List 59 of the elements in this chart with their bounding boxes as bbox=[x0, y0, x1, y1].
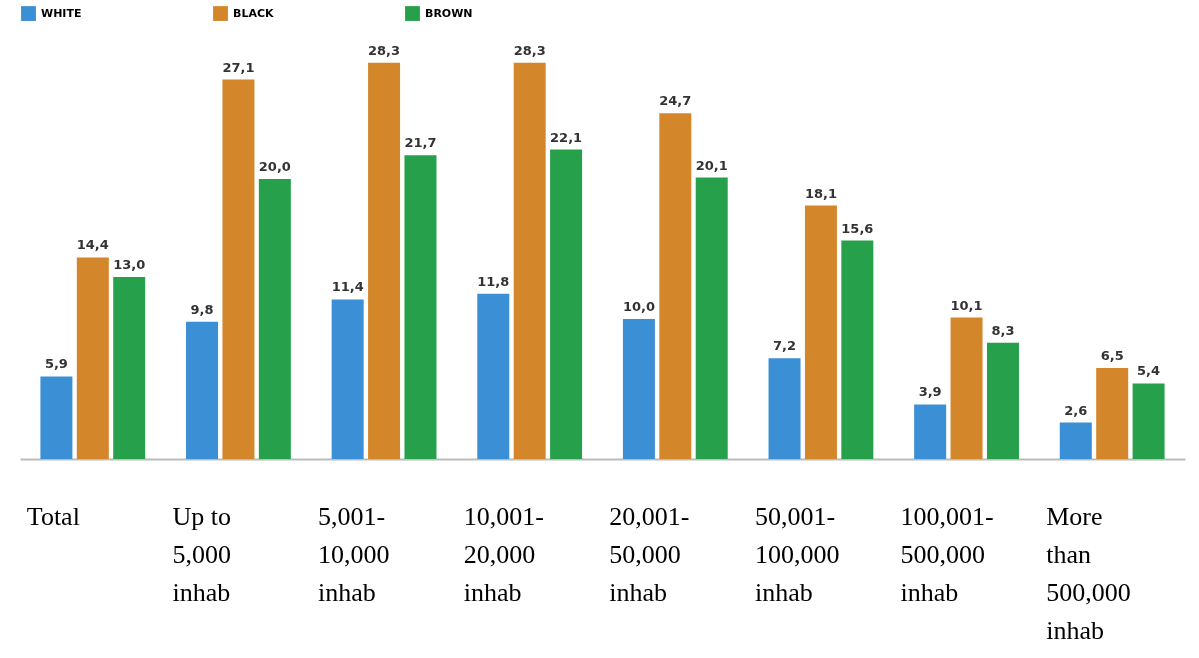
data-label: 20,1 bbox=[695, 157, 728, 173]
bar bbox=[659, 113, 692, 459]
bar bbox=[368, 62, 401, 459]
x-tick-label: 100,001- 500,000 inhab bbox=[900, 501, 994, 607]
data-label: 5,4 bbox=[1137, 363, 1161, 379]
data-label: 15,6 bbox=[841, 220, 874, 236]
bar bbox=[914, 404, 947, 459]
x-tick-label: More than 500,000 inhab bbox=[1046, 501, 1131, 645]
data-label: 28,3 bbox=[368, 42, 401, 58]
data-label: 9,8 bbox=[190, 301, 214, 317]
bar bbox=[768, 358, 801, 459]
x-tick-label: 50,001- 100,000 inhab bbox=[754, 501, 840, 607]
legend-label: BROWN bbox=[425, 6, 473, 20]
x-tick-label: 10,001- 20,000 inhab bbox=[463, 501, 544, 607]
bar bbox=[258, 179, 291, 459]
bar bbox=[40, 376, 73, 459]
data-label: 3,9 bbox=[918, 384, 942, 400]
bar bbox=[550, 149, 583, 459]
data-label: 2,6 bbox=[1064, 402, 1088, 418]
bar bbox=[404, 155, 437, 459]
bar bbox=[1059, 422, 1092, 459]
data-label: 27,1 bbox=[222, 59, 255, 75]
data-label: 24,7 bbox=[659, 93, 692, 109]
data-label: 11,4 bbox=[331, 279, 364, 295]
data-label: 6,5 bbox=[1100, 348, 1124, 363]
bar bbox=[76, 257, 109, 459]
bar bbox=[986, 342, 1019, 459]
legend-label: WHITE bbox=[41, 6, 82, 20]
data-label: 8,3 bbox=[991, 322, 1015, 338]
data-label: 20,0 bbox=[258, 159, 291, 174]
bar bbox=[113, 277, 146, 459]
bar bbox=[841, 240, 874, 459]
x-tick-label: Total bbox=[26, 501, 80, 531]
bar bbox=[622, 319, 655, 459]
data-label: 28,3 bbox=[513, 42, 546, 58]
data-label: 7,2 bbox=[773, 338, 797, 354]
bar bbox=[950, 317, 983, 459]
x-tick-label: Up to 5,000 inhab bbox=[172, 501, 231, 607]
data-label: 21,7 bbox=[404, 135, 437, 151]
bar bbox=[513, 62, 546, 459]
data-label: 5,9 bbox=[44, 356, 68, 372]
data-label: 11,8 bbox=[477, 273, 510, 289]
data-label: 22,1 bbox=[550, 129, 583, 145]
bar bbox=[186, 321, 219, 459]
bar bbox=[477, 293, 510, 459]
data-label: 13,0 bbox=[113, 257, 146, 272]
data-label: 18,1 bbox=[804, 185, 837, 201]
bar bbox=[222, 79, 255, 459]
legend-label: BLACK bbox=[233, 6, 274, 20]
data-label: 10,0 bbox=[622, 299, 655, 314]
x-tick-label: 5,001- 10,000 inhab bbox=[318, 501, 390, 607]
data-label: 10,1 bbox=[950, 297, 983, 313]
bar bbox=[1096, 368, 1129, 459]
bar bbox=[695, 177, 728, 459]
x-tick-label: 20,001- 50,000 inhab bbox=[609, 501, 690, 607]
data-label: 14,4 bbox=[76, 237, 109, 253]
bar bbox=[1132, 383, 1165, 459]
bar bbox=[331, 299, 364, 459]
bar bbox=[804, 205, 837, 459]
